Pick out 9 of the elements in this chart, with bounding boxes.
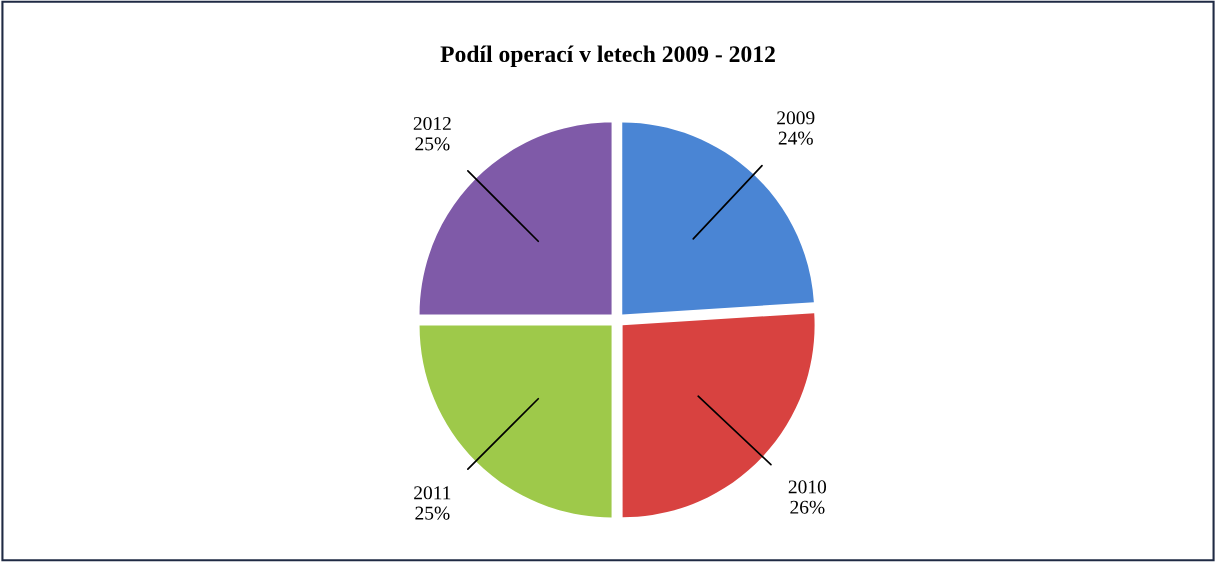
data-label: 25% xyxy=(415,506,450,520)
data-label: 25% xyxy=(415,137,450,151)
data-label: 24% xyxy=(778,131,813,145)
data-label: 26% xyxy=(790,500,825,514)
slice-label: 2011 xyxy=(414,486,451,500)
chart-title: Podíl operací v letech 2009 - 2012 xyxy=(440,45,775,67)
slice-label: 2009 xyxy=(777,111,815,125)
slice-label: 2012 xyxy=(413,116,451,131)
slice-label: 2010 xyxy=(788,480,827,494)
